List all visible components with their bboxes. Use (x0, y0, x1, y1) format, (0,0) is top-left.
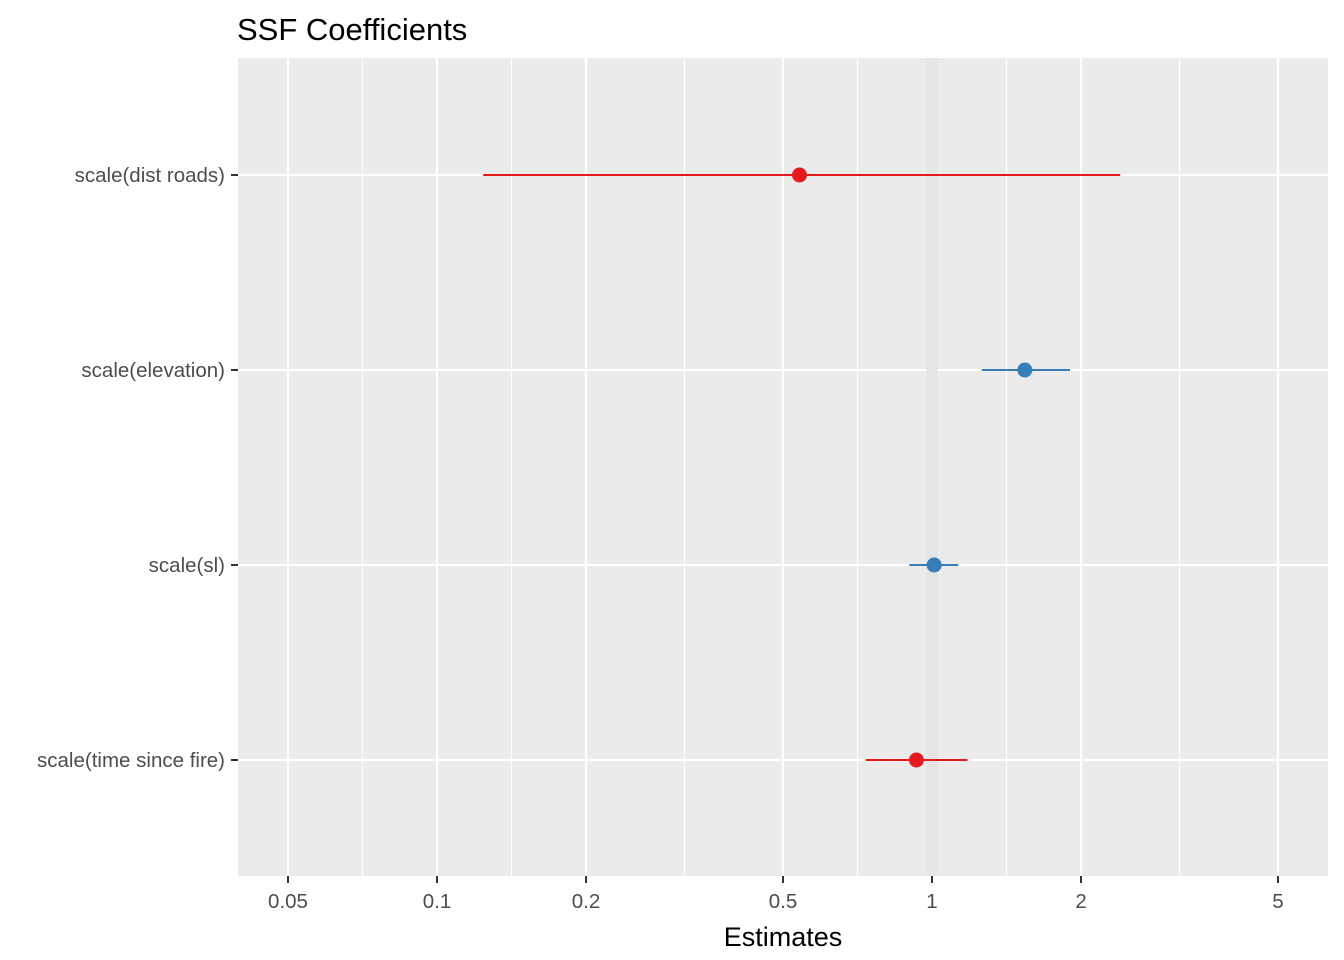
estimate-point (926, 557, 942, 573)
x-tick-label: 5 (1272, 890, 1283, 913)
y-tick-label: scale(dist roads) (75, 164, 225, 187)
reference-line-at-1 (926, 58, 938, 876)
y-tick-label: scale(elevation) (81, 359, 225, 382)
estimate-point (908, 752, 924, 768)
x-tick-label: 1 (926, 890, 937, 913)
x-tick-label: 0.5 (769, 890, 798, 913)
estimate-points (792, 167, 1033, 768)
estimate-point (1017, 362, 1033, 378)
y-tick-label: scale(time since fire) (37, 749, 225, 772)
x-axis: 0.05 0.1 0.2 0.5 1 2 5 (268, 876, 1284, 913)
x-tick-label: 0.1 (423, 890, 452, 913)
minor-gridlines (361, 58, 1181, 876)
x-tick-label: 0.2 (572, 890, 601, 913)
x-axis-label: Estimates (724, 922, 843, 952)
x-tick-label: 2 (1075, 890, 1086, 913)
y-axis: scale(dist roads) scale(elevation) scale(s… (37, 164, 238, 772)
chart-title: SSF Coefficients (237, 12, 467, 47)
estimate-point (792, 167, 808, 183)
x-tick-label: 0.05 (268, 890, 308, 913)
y-tick-label: scale(sl) (149, 554, 225, 577)
